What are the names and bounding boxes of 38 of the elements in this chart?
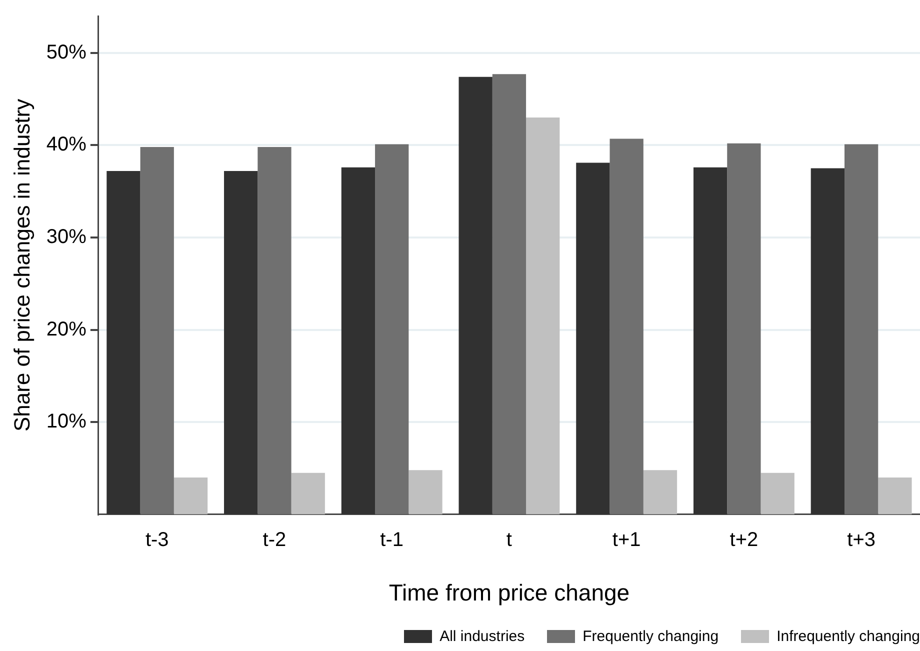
bar	[643, 470, 678, 514]
x-tick-label: t	[506, 528, 512, 551]
bar	[458, 76, 492, 514]
bar	[610, 138, 644, 514]
bar	[341, 167, 376, 514]
bar	[693, 167, 728, 514]
legend-label: Frequently changing	[582, 628, 719, 645]
x-tick-label: t+1	[612, 528, 641, 551]
bar	[760, 472, 794, 514]
bar	[408, 470, 442, 514]
bar	[224, 171, 258, 514]
bar	[526, 118, 560, 514]
bar	[375, 144, 409, 514]
legend-label: Infrequently changing	[776, 628, 920, 645]
x-axis-title: Time from price change	[388, 580, 630, 606]
y-tick-label: 40%	[46, 134, 87, 156]
bar	[492, 74, 526, 514]
bar	[727, 143, 761, 514]
bar	[576, 162, 610, 514]
x-tick-label: t-1	[380, 528, 404, 551]
x-tick-label: t+2	[730, 528, 758, 551]
y-tick-label: 10%	[46, 410, 87, 433]
bar	[844, 144, 878, 514]
bar	[174, 477, 208, 514]
legend-label: All industries	[440, 628, 525, 645]
x-tick-label: t-3	[145, 528, 169, 551]
bar	[258, 147, 292, 514]
y-tick-label: 50%	[46, 41, 87, 64]
x-tick-label: t-2	[262, 528, 286, 551]
y-tick-label: 20%	[46, 318, 87, 340]
bar	[106, 171, 140, 514]
bar	[810, 168, 844, 514]
bar	[291, 472, 325, 514]
y-axis-title: Share of price changes in industry	[9, 98, 34, 432]
bar	[878, 477, 912, 514]
bar	[140, 147, 174, 514]
y-tick-label: 30%	[46, 226, 87, 248]
x-tick-label: t+3	[847, 528, 876, 551]
